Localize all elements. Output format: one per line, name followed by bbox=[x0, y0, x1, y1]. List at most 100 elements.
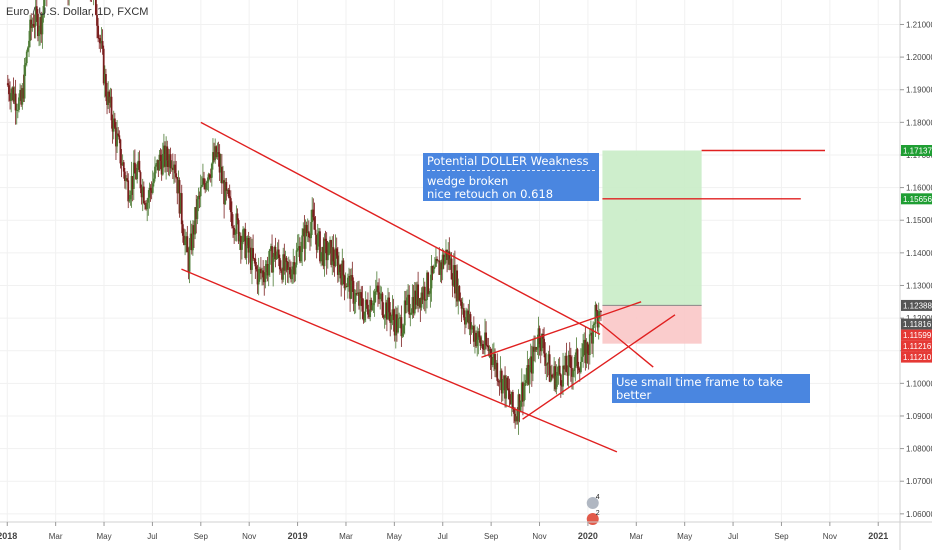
candle-body bbox=[494, 353, 496, 370]
candle-body bbox=[317, 231, 320, 234]
price-tag-bg bbox=[901, 329, 932, 341]
candle-body bbox=[167, 160, 170, 168]
candle-body bbox=[241, 242, 243, 250]
candle-body bbox=[346, 277, 349, 287]
annotation-potential-weakness[interactable]: Potential DOLLER Weakness wedge broken n… bbox=[423, 153, 599, 201]
candle-body bbox=[295, 250, 298, 265]
candle-body bbox=[363, 311, 366, 321]
event-badge-count: 2 bbox=[596, 510, 600, 517]
candle-body bbox=[13, 93, 16, 102]
candle-body bbox=[309, 237, 311, 239]
candle-body bbox=[311, 209, 314, 222]
candle-body bbox=[267, 264, 270, 276]
candle-body bbox=[341, 260, 344, 285]
candle-body bbox=[525, 380, 528, 384]
candle-body bbox=[105, 74, 107, 97]
candle-body bbox=[356, 292, 359, 294]
annotation-entry-tip[interactable]: Use small time frame to take better RR e… bbox=[612, 374, 810, 415]
candle-body bbox=[98, 38, 101, 39]
candle-body bbox=[24, 63, 27, 65]
candle-body bbox=[565, 355, 568, 372]
candle-body bbox=[431, 266, 434, 274]
candle-body bbox=[249, 247, 252, 270]
candle-body bbox=[578, 370, 581, 373]
candle-body bbox=[312, 209, 315, 218]
candle-body bbox=[491, 358, 494, 365]
x-tick-label: 2018 bbox=[0, 531, 17, 541]
candle-body bbox=[256, 269, 259, 285]
candle-body bbox=[548, 354, 551, 382]
price-tag-label: 1.11210 bbox=[903, 353, 932, 362]
candle-body bbox=[429, 288, 432, 294]
candle-body bbox=[427, 272, 430, 295]
candle-body bbox=[449, 258, 452, 265]
candle-body bbox=[218, 153, 221, 173]
candle-body bbox=[129, 194, 132, 200]
candle-body bbox=[536, 347, 539, 350]
candle-body bbox=[297, 246, 300, 249]
candle-body bbox=[42, 6, 45, 15]
candle-body bbox=[111, 120, 114, 132]
candle-body bbox=[28, 40, 30, 48]
candle-body bbox=[100, 41, 103, 44]
candle-body bbox=[281, 270, 283, 280]
candle-body bbox=[579, 361, 582, 373]
candle-body bbox=[315, 234, 318, 250]
candle-body bbox=[115, 127, 117, 147]
candle-body bbox=[562, 365, 564, 387]
candle-body bbox=[164, 145, 166, 167]
candle-body bbox=[522, 382, 524, 402]
y-tick-label: 1.10000 bbox=[906, 379, 932, 388]
candle-body bbox=[146, 202, 149, 210]
candle-body bbox=[310, 221, 312, 239]
candle-body bbox=[40, 17, 43, 35]
candle-body bbox=[127, 180, 130, 202]
x-tick-label: Nov bbox=[532, 532, 546, 541]
candle-body bbox=[131, 176, 134, 189]
candle-body bbox=[238, 235, 241, 242]
candle-body bbox=[438, 260, 441, 275]
candle-body bbox=[380, 293, 383, 295]
candle-body bbox=[388, 297, 391, 313]
candle-body bbox=[397, 318, 399, 333]
candle-body bbox=[135, 173, 137, 180]
candle-body bbox=[586, 342, 589, 354]
candle-body bbox=[188, 246, 191, 272]
candle-body bbox=[539, 344, 542, 352]
candle-body bbox=[367, 304, 369, 315]
candle-body bbox=[243, 228, 246, 230]
candle-body bbox=[538, 328, 541, 345]
candle-body bbox=[480, 344, 483, 346]
candle-body bbox=[486, 345, 489, 346]
candle-body bbox=[223, 180, 226, 205]
candle-body bbox=[118, 135, 121, 140]
candle-body bbox=[535, 346, 538, 350]
candle-body bbox=[287, 267, 290, 270]
candle-body bbox=[20, 89, 23, 105]
position-zones bbox=[602, 150, 702, 344]
candle-body bbox=[501, 379, 504, 394]
candle-body bbox=[29, 19, 32, 41]
candle-body bbox=[316, 233, 319, 250]
candle-body bbox=[435, 258, 437, 267]
candle-body bbox=[436, 258, 438, 261]
price-tag-bg bbox=[901, 340, 932, 352]
candle-body bbox=[283, 254, 286, 271]
candle-body bbox=[408, 294, 411, 315]
profit-zone bbox=[602, 150, 702, 306]
y-tick-label: 1.16000 bbox=[906, 184, 932, 193]
x-tick-label: Jul bbox=[147, 532, 157, 541]
candle-body bbox=[107, 91, 110, 105]
candle-body bbox=[468, 314, 471, 324]
candle-body bbox=[185, 236, 188, 240]
candle-body bbox=[152, 178, 155, 184]
price-tag-label: 1.11599 bbox=[903, 331, 932, 340]
candle-body bbox=[271, 246, 273, 273]
candle-body bbox=[202, 178, 204, 186]
candle-body bbox=[168, 154, 171, 168]
candle-body bbox=[170, 167, 173, 169]
candle-body bbox=[222, 180, 224, 184]
candle-body bbox=[425, 300, 427, 301]
candle-body bbox=[528, 366, 531, 385]
